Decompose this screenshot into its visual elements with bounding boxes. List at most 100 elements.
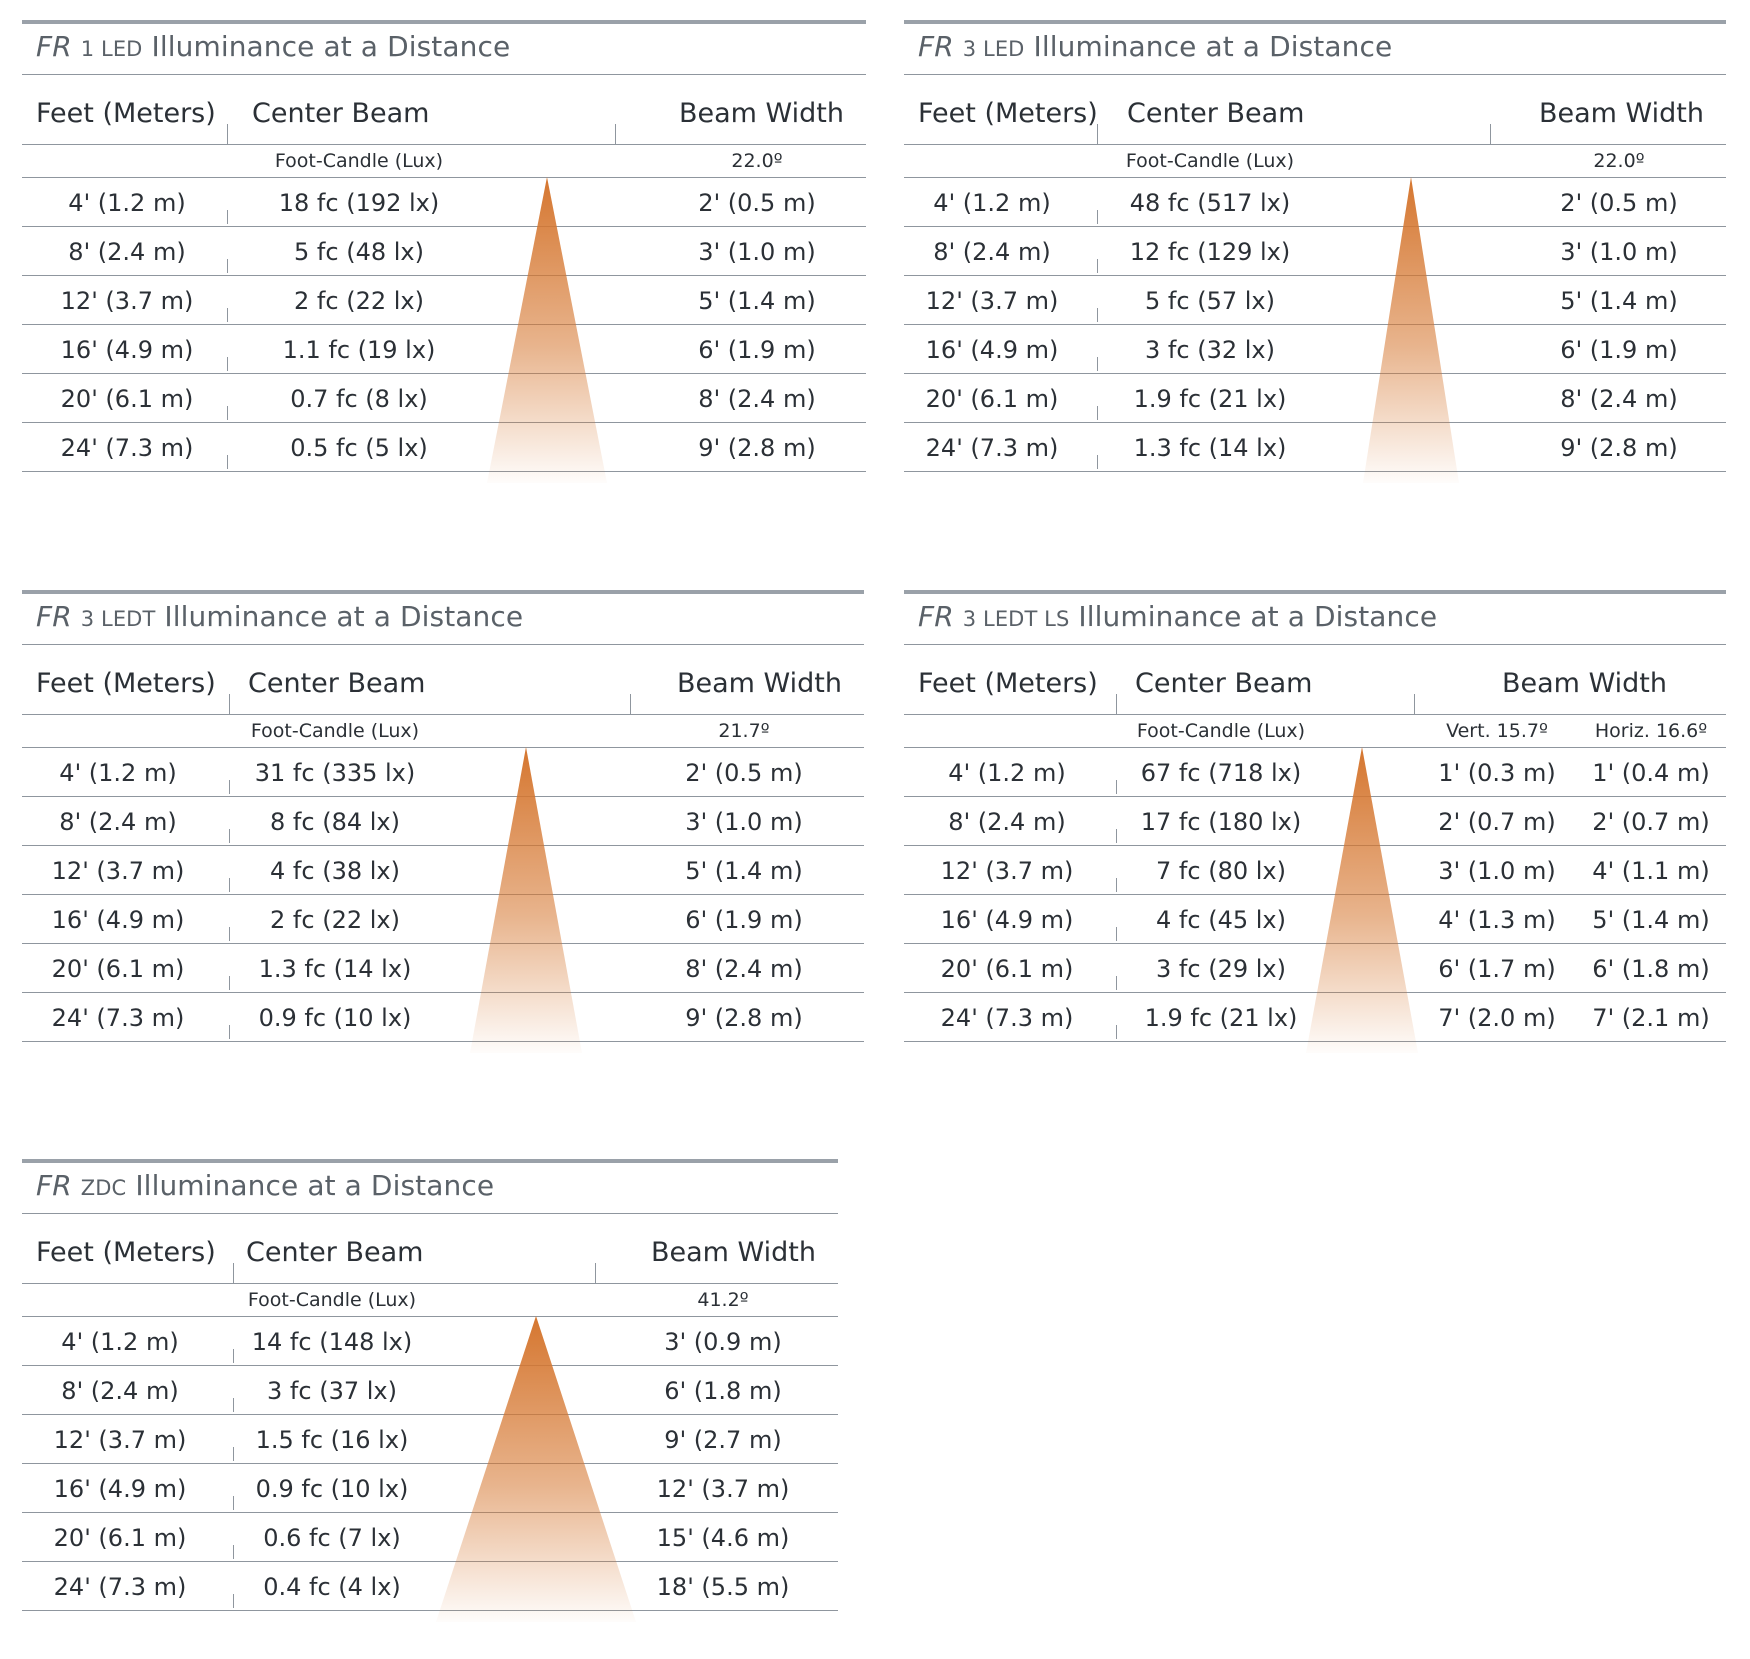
header-beam-width: Beam Width [650,1237,816,1268]
row-rule [22,1512,838,1513]
header-divider [227,124,228,144]
panel-top-rule [904,20,1726,24]
row-rule [904,992,1726,993]
cell-beam-width: 12' (3.7 m) [656,1475,790,1503]
cell-horiz-width: 1' (0.4 m) [1592,759,1710,787]
row-rule [22,943,864,944]
row-rule [904,74,1726,75]
row-rule [904,644,1726,645]
row-rule [22,275,866,276]
cell-beam-width: 3' (1.0 m) [685,808,803,836]
cell-center-beam: 5 fc (57 lx) [1145,287,1275,315]
cell-vert-width: 6' (1.7 m) [1438,955,1556,983]
row-divider [1097,357,1098,371]
subheader-fc-lux: Foot-Candle (Lux) [274,150,444,172]
row-divider [227,308,228,322]
cell-center-beam: 14 fc (148 lx) [251,1328,413,1356]
cell-center-beam: 3 fc (29 lx) [1156,955,1286,983]
row-divider [1097,455,1098,469]
subheader-fc-lux: Foot-Candle (Lux) [250,720,420,742]
cell-beam-width: 2' (0.5 m) [685,759,803,787]
cell-beam-width: 3' (1.0 m) [1560,238,1678,266]
cell-center-beam: 1.1 fc (19 lx) [282,336,436,364]
header-feet: Feet (Meters) [918,668,1098,699]
header-center-beam: Center Beam [1127,98,1305,129]
subheader-fc-lux: Foot-Candle (Lux) [1136,720,1306,742]
cell-beam-width: 18' (5.5 m) [656,1573,790,1601]
beam-cone-graphic [1363,177,1459,483]
row-divider [233,1447,234,1461]
row-rule [22,644,864,645]
header-feet: Feet (Meters) [918,98,1098,129]
row-divider [229,878,230,892]
row-divider [1097,259,1098,273]
header-feet: Feet (Meters) [36,668,216,699]
title-prefix: FR [918,30,954,63]
row-rule [904,747,1726,748]
panel-top-rule [22,20,866,24]
subheader-horiz-angle: Horiz. 16.6º [1594,720,1708,742]
cell-distance: 8' (2.4 m) [948,808,1066,836]
cell-distance: 24' (7.3 m) [925,434,1059,462]
beam-cone [436,1316,636,1622]
row-rule [22,1561,838,1562]
title-model: 3 LEDT [80,607,156,631]
cell-beam-width: 6' (1.9 m) [698,336,816,364]
cell-beam-width: 9' (2.8 m) [685,1004,803,1032]
illuminance-panel: FR ZDC Illuminance at a Distance Feet (Me… [22,1159,838,1659]
row-divider [233,1349,234,1363]
row-rule [22,845,864,846]
row-rule [22,373,866,374]
cell-horiz-width: 4' (1.1 m) [1592,857,1710,885]
header-center-beam: Center Beam [248,668,426,699]
header-beam-width: Beam Width [676,668,842,699]
subheader-vert-angle: Vert. 15.7º [1446,720,1548,742]
panel-title: FR 1 LED Illuminance at a Distance [36,30,510,63]
cell-beam-width: 9' (2.7 m) [664,1426,782,1454]
cell-beam-width: 6' (1.8 m) [664,1377,782,1405]
title-suffix: Illuminance at a Distance [151,30,511,63]
cell-beam-width: 15' (4.6 m) [656,1524,790,1552]
row-rule [904,845,1726,846]
cell-center-beam: 0.9 fc (10 lx) [258,1004,412,1032]
panel-top-rule [22,590,864,594]
cell-distance: 12' (3.7 m) [51,857,185,885]
row-rule [904,422,1726,423]
cell-center-beam: 1.3 fc (14 lx) [1133,434,1287,462]
row-divider [229,780,230,794]
header-divider [233,1263,234,1283]
cell-beam-width: 6' (1.9 m) [1560,336,1678,364]
row-rule [904,894,1726,895]
cell-center-beam: 1.9 fc (21 lx) [1133,385,1287,413]
cell-center-beam: 7 fc (80 lx) [1156,857,1286,885]
title-model: 3 LEDT LS [962,607,1070,631]
cell-distance: 20' (6.1 m) [940,955,1074,983]
row-divider [1116,927,1117,941]
row-divider [229,829,230,843]
cell-center-beam: 0.4 fc (4 lx) [263,1573,401,1601]
cell-distance: 16' (4.9 m) [53,1475,187,1503]
row-rule [22,894,864,895]
row-rule [904,796,1726,797]
row-rule [904,177,1726,178]
title-prefix: FR [36,30,72,63]
cell-center-beam: 1.5 fc (16 lx) [255,1426,409,1454]
cell-center-beam: 67 fc (718 lx) [1140,759,1302,787]
cell-horiz-width: 5' (1.4 m) [1592,906,1710,934]
beam-cone-graphic [487,177,607,483]
cell-distance: 4' (1.2 m) [933,189,1051,217]
title-prefix: FR [36,1169,72,1202]
cell-beam-width: 8' (2.4 m) [1560,385,1678,413]
subheader-beam-angle: 22.0º [731,150,783,172]
row-divider [229,927,230,941]
row-rule [22,796,864,797]
row-divider [229,976,230,990]
subheader-beam-angle: 22.0º [1593,150,1645,172]
header-beam-width: Beam Width [678,98,844,129]
cell-beam-width: 3' (1.0 m) [698,238,816,266]
header-divider [630,694,631,714]
row-divider [1116,878,1117,892]
cell-distance: 4' (1.2 m) [68,189,186,217]
row-rule [22,74,866,75]
header-divider [1116,694,1117,714]
